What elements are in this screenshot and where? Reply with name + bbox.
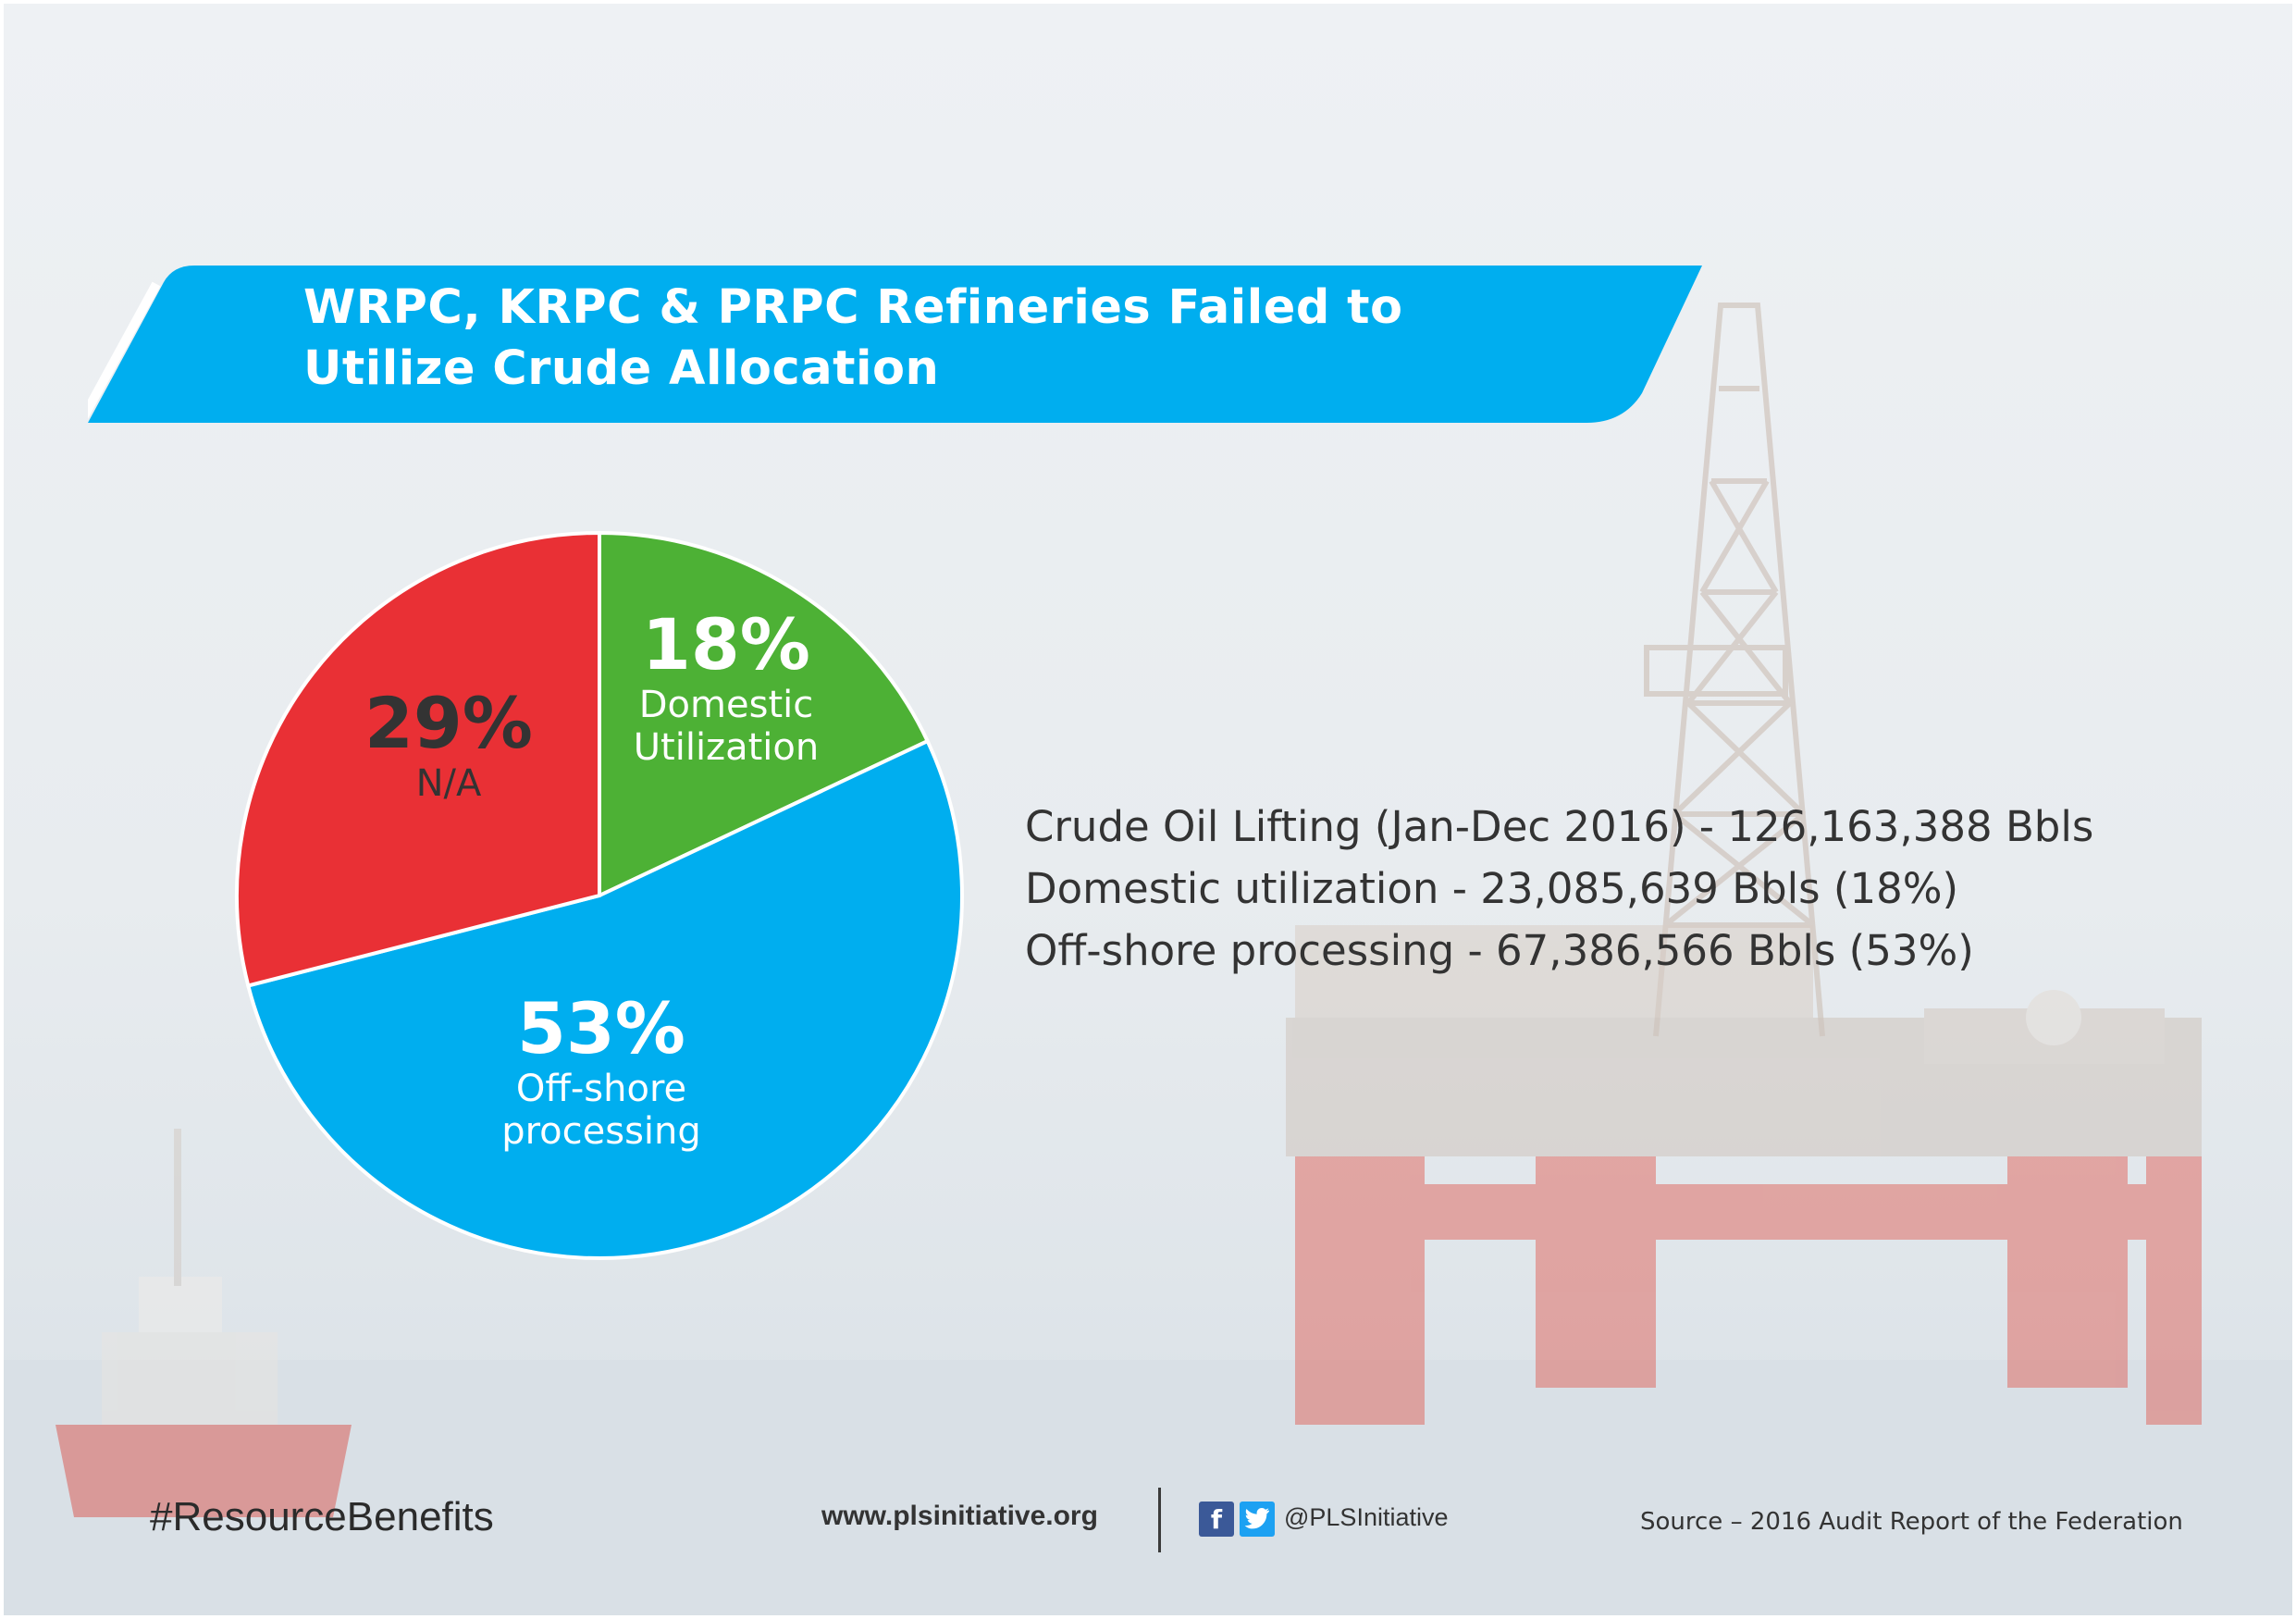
- pie-slice-off-shore-processing: [245, 738, 964, 1260]
- title-line-2: Utilize Crude Allocation: [303, 341, 940, 396]
- stat-crude-lifting: Crude Oil Lifting (Jan-Dec 2016) - 126,1…: [1025, 802, 2094, 851]
- pie-slice-n-a: [235, 530, 601, 988]
- title-line-1: WRPC, KRPC & PRPC Refineries Failed to: [303, 280, 1403, 335]
- slice-name-domestic-line1: Domestic: [638, 684, 814, 726]
- footer-divider: [1158, 1488, 1161, 1552]
- pie-chart: [235, 530, 964, 1260]
- facebook-icon[interactable]: f: [1199, 1502, 1234, 1537]
- slice-name-offshore-line1: Off-shore: [515, 1068, 687, 1110]
- hashtag: #ResourceBenefits: [150, 1494, 494, 1539]
- source-note: Source – 2016 Audit Report of the Federa…: [1640, 1508, 2183, 1536]
- slice-label-domestic: 18% Domestic Utilization: [601, 603, 851, 770]
- stat-offshore-processing: Off-shore processing - 67,386,566 Bbls (…: [1025, 926, 1974, 975]
- page-title: WRPC, KRPC & PRPC Refineries Failed to U…: [303, 278, 1506, 400]
- slice-label-offshore: 53% Off-shore processing: [463, 987, 740, 1154]
- slice-pct-domestic: 18%: [642, 603, 810, 686]
- title-banner: [88, 266, 1702, 423]
- slice-name-domestic-line2: Utilization: [633, 726, 820, 769]
- slice-pct-na: 29%: [364, 682, 533, 764]
- twitter-icon[interactable]: [1240, 1502, 1275, 1537]
- slice-name-na: N/A: [415, 762, 482, 805]
- slice-label-na: 29% N/A: [352, 682, 546, 806]
- stats-list: Crude Oil Lifting (Jan-Dec 2016) - 126,1…: [1025, 796, 2228, 982]
- slice-name-offshore-line2: processing: [501, 1110, 701, 1153]
- website-link[interactable]: www.plsinitiative.org: [821, 1501, 1098, 1531]
- twitter-handle[interactable]: @PLSInitiative: [1284, 1503, 1449, 1531]
- stat-domestic-utilization: Domestic utilization - 23,085,639 Bbls (…: [1025, 864, 1959, 913]
- pie-slice-domestic-utilization: [598, 530, 931, 899]
- slice-pct-offshore: 53%: [517, 987, 685, 1069]
